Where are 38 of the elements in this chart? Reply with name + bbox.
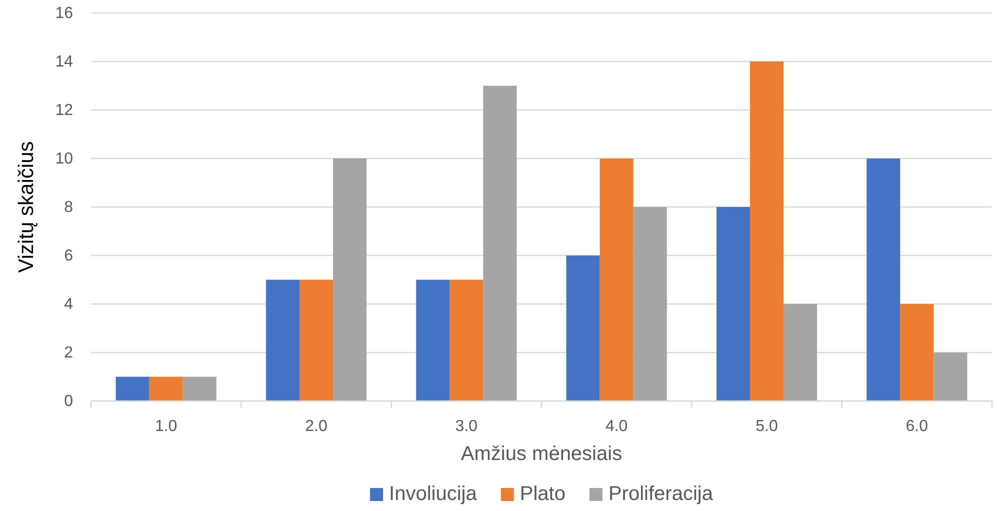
y-axis-title: Vizitų skaičius [15, 141, 38, 273]
bar [483, 86, 517, 401]
y-tick-label: 10 [55, 150, 74, 168]
bar [866, 158, 900, 401]
x-tick-label: 6.0 [906, 418, 928, 435]
x-tick-label: 5.0 [756, 418, 778, 435]
x-axis-title: Amžius mėnesiais [460, 443, 622, 465]
y-tick-label: 12 [55, 102, 74, 120]
bar [784, 304, 818, 401]
y-tick-label: 8 [64, 199, 74, 216]
bar [450, 280, 484, 401]
bar [750, 62, 784, 401]
y-tick-label: 6 [64, 248, 74, 265]
x-tick-label: 1.0 [154, 418, 178, 435]
bar [566, 256, 600, 401]
x-tick-label: 4.0 [605, 418, 628, 435]
bar [600, 158, 634, 401]
y-tick-label: 16 [55, 5, 74, 22]
x-tick-label: 3.0 [455, 418, 478, 435]
bar [633, 207, 667, 401]
bar [934, 352, 968, 401]
legend-label: Proliferacija [608, 483, 714, 505]
bar [333, 158, 367, 401]
bar [299, 280, 334, 401]
bar [900, 304, 934, 401]
x-tick-label: 2.0 [305, 418, 328, 435]
bar [149, 376, 183, 401]
y-tick-label: 2 [64, 344, 74, 362]
bar [182, 376, 216, 401]
legend-label: Involiucija [389, 483, 478, 505]
y-tick-label: 14 [55, 54, 74, 71]
bar [116, 376, 150, 401]
y-tick-label: 0 [64, 393, 74, 410]
bar [416, 280, 450, 401]
y-tick-label: 4 [64, 296, 74, 314]
bar [716, 207, 750, 401]
bar [266, 280, 300, 401]
legend-label: Plato [520, 483, 566, 505]
